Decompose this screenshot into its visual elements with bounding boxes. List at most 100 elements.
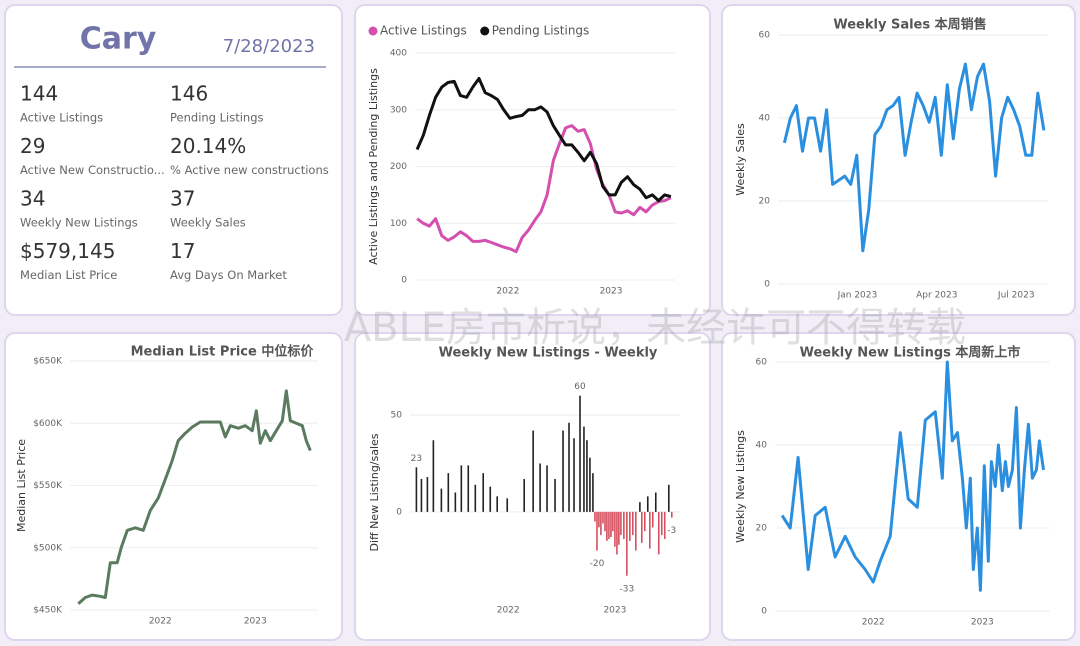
bar [568, 422, 570, 512]
bar [586, 440, 588, 512]
legend-label: Active Listings [380, 24, 467, 38]
y-tick-label: 0 [396, 507, 402, 517]
bar [639, 502, 641, 512]
panel [354, 4, 711, 316]
bar [594, 511, 596, 522]
data-line [77, 389, 312, 605]
kpi-value: 37 [170, 187, 195, 211]
y-tick-label: 0 [761, 607, 767, 617]
bar [447, 473, 450, 512]
y-tick-label: 20 [756, 524, 768, 534]
y-tick-label: $500K [33, 543, 63, 553]
bar [482, 473, 485, 512]
y-tick-label: 40 [756, 441, 768, 451]
data-label: -33 [620, 584, 635, 594]
bar [426, 477, 429, 512]
bar [532, 430, 534, 512]
bar [573, 438, 575, 512]
x-tick-label: 2022 [862, 618, 885, 628]
bar [657, 511, 660, 555]
kpi-label: Median List Price [20, 268, 117, 282]
bar [660, 511, 663, 536]
bar [614, 511, 616, 547]
legend-marker [368, 26, 378, 36]
bar [454, 492, 457, 512]
bar [523, 478, 525, 512]
y-tick-label: 20 [759, 197, 771, 207]
bar [415, 467, 418, 512]
x-tick-label: 2022 [149, 617, 172, 627]
kpi-value: $579,145 [20, 239, 115, 263]
kpi-label: Active New Constructio... [20, 163, 165, 177]
bar [606, 511, 608, 541]
bar [592, 473, 594, 512]
kpi-label: Weekly Sales [170, 216, 246, 230]
kpi-label: Weekly New Listings [20, 216, 138, 230]
data-line [782, 62, 1046, 253]
bar [654, 492, 657, 512]
bar [616, 511, 618, 555]
legend-marker [480, 26, 490, 36]
panel [4, 4, 343, 316]
data-label: 23 [411, 454, 422, 464]
kpi-label: % Active new constructions [170, 163, 329, 177]
data-label: 60 [574, 382, 586, 392]
bar [579, 395, 581, 512]
x-tick-label: 2022 [497, 606, 520, 616]
y-tick-label: 0 [764, 280, 770, 290]
kpi-value: 17 [170, 239, 195, 263]
y-tick-label: $550K [33, 481, 63, 491]
data-label: -20 [590, 559, 605, 569]
bar [506, 498, 509, 512]
bar [635, 511, 637, 551]
data-line [415, 77, 672, 203]
chart-title: Weekly New Listings - Weekly [439, 346, 658, 361]
chart-title: Weekly New Listings 本周新上市 [800, 345, 1021, 361]
y-axis-label: Active Listings and Pending Listings [367, 68, 380, 265]
y-tick-label: 200 [390, 162, 407, 172]
y-tick-label: 50 [391, 411, 403, 421]
y-tick-label: 60 [756, 358, 768, 368]
bar [596, 511, 598, 551]
date: 7/28/2023 [223, 36, 315, 57]
bar [623, 511, 625, 539]
bar [640, 511, 643, 543]
y-tick-label: 0 [401, 276, 407, 286]
data-line [780, 360, 1045, 592]
bar [420, 478, 423, 512]
bar [562, 430, 564, 512]
y-axis-label: Weekly New Listings [734, 430, 747, 543]
bar [489, 486, 492, 512]
bar [432, 440, 435, 512]
bar [646, 496, 649, 512]
y-tick-label: 100 [390, 219, 407, 229]
y-tick-label: 300 [390, 105, 407, 115]
y-tick-label: 400 [390, 49, 407, 59]
kpi-value: 144 [20, 82, 58, 106]
bar [598, 511, 600, 528]
watermark: ABLE房市析说，未经许可不得转载 [344, 305, 966, 351]
data-line [416, 124, 672, 254]
legend-label: Pending Listings [492, 24, 590, 38]
kpi-value: 34 [20, 187, 45, 211]
bar [626, 511, 628, 576]
chart-title: Weekly Sales 本周销售 [833, 17, 986, 33]
x-tick-label: 2023 [971, 618, 994, 628]
bar [663, 511, 666, 539]
bar [604, 511, 606, 532]
x-tick-label: Jul 2023 [997, 291, 1035, 301]
bar [546, 465, 548, 512]
chart-title: Median List Price 中位标价 [131, 344, 315, 360]
kpi-label: Avg Days On Market [170, 268, 287, 282]
y-tick-label: $650K [33, 357, 63, 367]
panel [721, 4, 1076, 316]
x-tick-label: 2023 [603, 606, 626, 616]
bar [600, 511, 602, 536]
kpi-value: 146 [170, 82, 208, 106]
x-tick-label: 2023 [244, 617, 267, 627]
y-tick-label: $450K [33, 606, 63, 616]
bar [583, 426, 585, 512]
bar [648, 511, 651, 549]
